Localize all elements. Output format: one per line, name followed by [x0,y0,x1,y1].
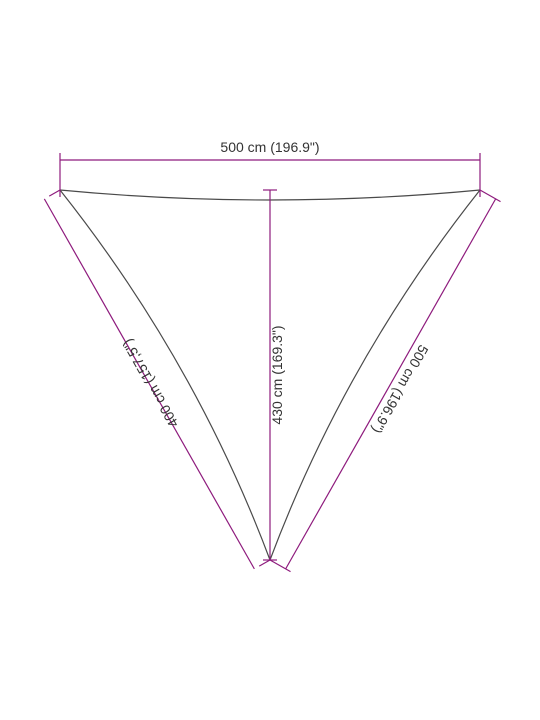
dim-left-label: 400 cm (157,5") [119,336,182,430]
dimension-diagram: 500 cm (196.9") 430 cm (169.3") 400 cm (… [0,0,540,720]
dim-top-label: 500 cm (196.9") [220,139,319,155]
dim-right: 500 cm (196.9") [270,190,501,572]
dim-right-line [286,199,496,569]
dim-top: 500 cm (196.9") [60,139,480,197]
dim-height-label: 430 cm (169.3") [269,325,285,424]
dim-left-tick-top [49,190,60,196]
dim-left: 400 cm (157,5") [44,190,270,569]
sail-edge-right [270,190,480,560]
dim-right-tick-top [480,190,501,202]
dim-height: 430 cm (169.3") [263,190,285,560]
dim-left-tick-bottom [259,560,270,566]
sail-edge-left [60,190,270,560]
dim-right-label: 500 cm (196.9") [369,342,432,436]
